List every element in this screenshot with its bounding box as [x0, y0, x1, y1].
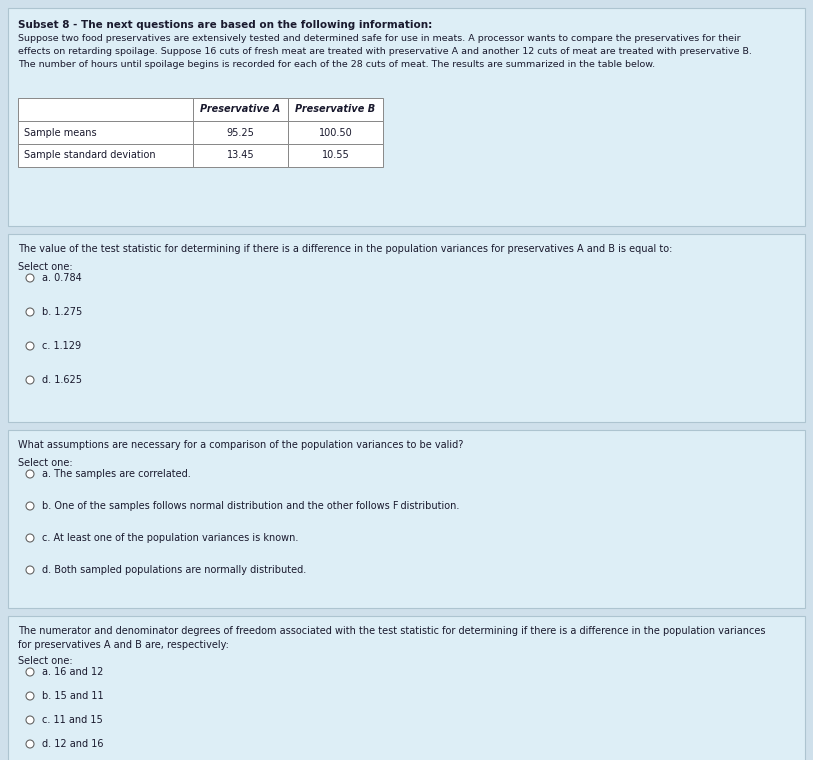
FancyBboxPatch shape: [193, 121, 288, 144]
Text: c. 11 and 15: c. 11 and 15: [42, 715, 102, 725]
FancyBboxPatch shape: [8, 430, 805, 608]
Text: d. 1.625: d. 1.625: [42, 375, 82, 385]
Text: b. One of the samples follows normal distribution and the other follows F distri: b. One of the samples follows normal dis…: [42, 501, 459, 511]
Circle shape: [26, 470, 34, 478]
Text: Select one:: Select one:: [18, 656, 72, 666]
Circle shape: [26, 342, 34, 350]
Circle shape: [26, 740, 34, 748]
Text: a. 16 and 12: a. 16 and 12: [42, 667, 103, 677]
Text: c. 1.129: c. 1.129: [42, 341, 81, 351]
Text: Select one:: Select one:: [18, 458, 72, 468]
Circle shape: [26, 692, 34, 700]
FancyBboxPatch shape: [288, 144, 383, 167]
Text: b. 1.275: b. 1.275: [42, 307, 82, 317]
Text: 95.25: 95.25: [227, 128, 254, 138]
Text: The numerator and denominator degrees of freedom associated with the test statis: The numerator and denominator degrees of…: [18, 626, 766, 651]
FancyBboxPatch shape: [18, 144, 193, 167]
Circle shape: [26, 376, 34, 384]
FancyBboxPatch shape: [288, 121, 383, 144]
Text: Select one:: Select one:: [18, 262, 72, 272]
Text: c. At least one of the population variances is known.: c. At least one of the population varian…: [42, 533, 298, 543]
Text: Suppose two food preservatives are extensively tested and determined safe for us: Suppose two food preservatives are exten…: [18, 34, 752, 68]
Text: 13.45: 13.45: [227, 150, 254, 160]
Text: Preservative A: Preservative A: [200, 105, 280, 115]
Text: Sample standard deviation: Sample standard deviation: [24, 150, 155, 160]
Text: 10.55: 10.55: [322, 150, 350, 160]
Circle shape: [26, 534, 34, 542]
Text: What assumptions are necessary for a comparison of the population variances to b: What assumptions are necessary for a com…: [18, 440, 463, 450]
Circle shape: [26, 308, 34, 316]
Circle shape: [26, 716, 34, 724]
Circle shape: [26, 502, 34, 510]
Text: 100.50: 100.50: [319, 128, 352, 138]
Text: b. 15 and 11: b. 15 and 11: [42, 691, 103, 701]
FancyBboxPatch shape: [18, 98, 193, 121]
Text: The value of the test statistic for determining if there is a difference in the : The value of the test statistic for dete…: [18, 244, 672, 254]
FancyBboxPatch shape: [8, 8, 805, 226]
FancyBboxPatch shape: [193, 98, 288, 121]
Circle shape: [26, 274, 34, 282]
Text: Preservative B: Preservative B: [295, 105, 376, 115]
Text: a. 0.784: a. 0.784: [42, 273, 82, 283]
Text: Subset 8 - The next questions are based on the following information:: Subset 8 - The next questions are based …: [18, 20, 433, 30]
FancyBboxPatch shape: [8, 616, 805, 760]
FancyBboxPatch shape: [288, 98, 383, 121]
FancyBboxPatch shape: [18, 121, 193, 144]
Text: d. 12 and 16: d. 12 and 16: [42, 739, 103, 749]
Text: a. The samples are correlated.: a. The samples are correlated.: [42, 469, 191, 479]
Text: Sample means: Sample means: [24, 128, 97, 138]
Text: d. Both sampled populations are normally distributed.: d. Both sampled populations are normally…: [42, 565, 307, 575]
FancyBboxPatch shape: [193, 144, 288, 167]
Circle shape: [26, 668, 34, 676]
Circle shape: [26, 566, 34, 574]
FancyBboxPatch shape: [8, 234, 805, 422]
